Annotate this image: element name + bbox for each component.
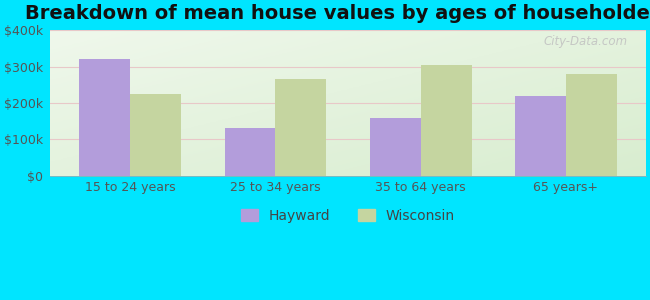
Bar bbox=[79, 59, 130, 176]
Bar bbox=[276, 80, 326, 176]
Bar bbox=[421, 65, 471, 176]
Text: City-Data.com: City-Data.com bbox=[544, 34, 628, 48]
Bar bbox=[370, 118, 421, 176]
Bar bbox=[130, 94, 181, 176]
Bar bbox=[566, 74, 617, 176]
Legend: Hayward, Wisconsin: Hayward, Wisconsin bbox=[234, 202, 462, 230]
Bar bbox=[224, 128, 276, 176]
Title: Breakdown of mean house values by ages of householders: Breakdown of mean house values by ages o… bbox=[25, 4, 650, 23]
Bar bbox=[515, 96, 566, 176]
